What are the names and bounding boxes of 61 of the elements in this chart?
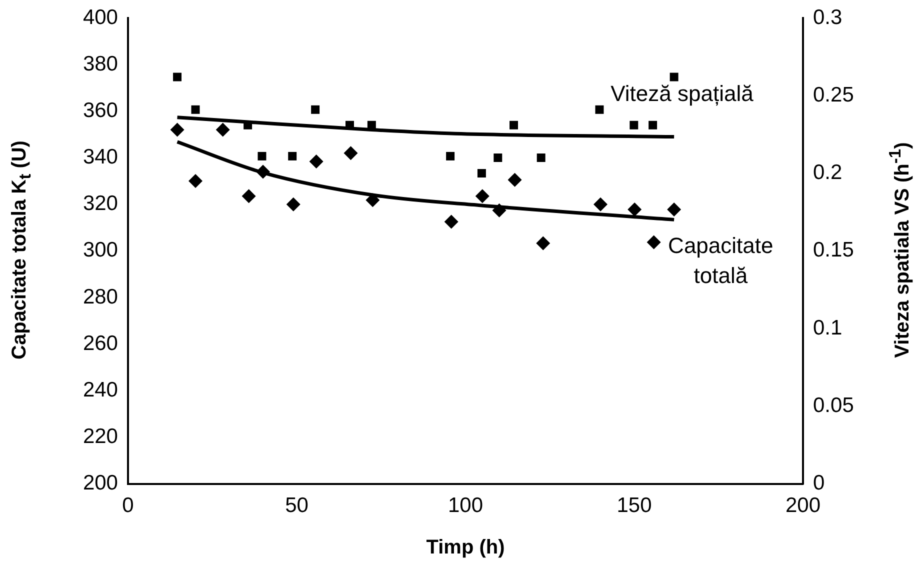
y-tick-label: 400 <box>82 6 118 29</box>
point <box>536 236 550 250</box>
x-tick-label: 200 <box>785 494 821 518</box>
y-tick-label: 200 <box>82 472 118 495</box>
point <box>475 189 490 204</box>
y-tick-label: 340 <box>82 146 118 169</box>
point <box>311 105 320 114</box>
y2-tick-label: 0 <box>813 472 825 495</box>
x-axis-title: Timp (h) <box>426 536 505 559</box>
point <box>256 164 270 179</box>
point <box>648 120 658 130</box>
x-tick-label: 50 <box>285 494 308 518</box>
point <box>670 72 678 82</box>
point <box>492 203 506 218</box>
point <box>667 202 682 216</box>
point <box>646 235 661 250</box>
point <box>477 169 486 178</box>
x-tick-label: 100 <box>448 494 484 518</box>
y-tick-label: 220 <box>82 425 118 448</box>
point <box>242 189 256 204</box>
y-tick-label: 320 <box>82 192 118 216</box>
point <box>508 172 522 187</box>
point <box>309 154 324 168</box>
point <box>170 122 184 137</box>
point <box>344 146 358 160</box>
point <box>188 174 202 188</box>
point <box>510 120 518 130</box>
line-series <box>176 140 676 222</box>
y2-tick-label: 0.25 <box>813 83 854 106</box>
y-tick-label: 380 <box>82 52 118 76</box>
x-tick-label: 0 <box>122 494 134 518</box>
point <box>536 154 546 162</box>
line-series <box>176 116 676 139</box>
point <box>628 202 642 216</box>
point <box>288 152 297 160</box>
y2-tick-label: 0.3 <box>813 6 842 29</box>
point <box>191 105 200 114</box>
point <box>594 197 608 212</box>
point <box>630 120 638 130</box>
point <box>367 120 376 130</box>
point <box>258 152 266 160</box>
point <box>494 154 502 162</box>
x-tick-label: 150 <box>616 494 652 518</box>
point <box>173 72 182 82</box>
y-tick-label: 360 <box>82 98 118 122</box>
y-tick-label: 280 <box>82 285 118 308</box>
y2-tick-label: 0.2 <box>813 161 842 184</box>
y2-tick-label: 0.1 <box>813 316 842 340</box>
annotation: Capacitate totală <box>668 233 774 288</box>
point <box>286 197 300 212</box>
annotation: Viteză spațială <box>610 80 754 106</box>
y-tick-label: 260 <box>82 332 118 355</box>
y2-tick-label: 0.15 <box>813 238 854 262</box>
y-tick-label: 300 <box>82 238 118 262</box>
point <box>446 152 455 160</box>
y-tick-label: 240 <box>82 378 118 402</box>
y2-tick-label: 0.05 <box>813 394 854 417</box>
point <box>595 105 604 114</box>
point <box>366 193 380 208</box>
point <box>444 214 458 229</box>
point <box>216 122 230 137</box>
